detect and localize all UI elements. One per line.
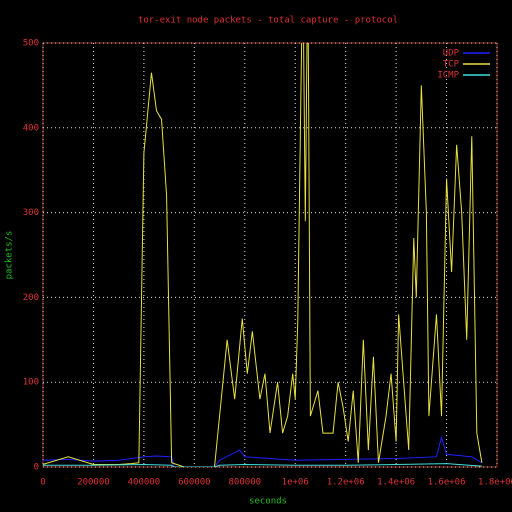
x-tick-label: 1.2e+06	[327, 478, 365, 488]
x-tick-label: 1.6e+06	[428, 478, 466, 488]
y-tick-label: 500	[23, 39, 39, 49]
x-tick-label: 200000	[77, 478, 110, 488]
data-line	[43, 435, 483, 467]
chart-title: tor-exit node packets - total capture - …	[138, 16, 398, 26]
legend-label: ICMP	[437, 71, 459, 81]
x-tick-label: 1e+06	[282, 478, 309, 488]
x-tick-label: 400000	[128, 478, 161, 488]
y-axis-label: packets/s	[5, 231, 15, 280]
x-tick-label: 1.8e+06	[478, 478, 512, 488]
y-tick-label: 100	[23, 378, 39, 388]
data-line	[43, 43, 483, 467]
legend-label: TCP	[443, 60, 460, 70]
data-line	[43, 463, 482, 467]
y-tick-label: 300	[23, 208, 39, 218]
x-tick-label: 0	[40, 478, 45, 488]
x-axis-label: seconds	[249, 497, 287, 507]
x-tick-label: 600000	[178, 478, 211, 488]
x-tick-label: 1.4e+06	[377, 478, 415, 488]
y-tick-label: 200	[23, 293, 39, 303]
y-tick-label: 400	[23, 123, 39, 133]
x-tick-label: 800000	[229, 478, 262, 488]
legend-label: UDP	[443, 49, 460, 59]
y-tick-label: 0	[34, 463, 39, 473]
